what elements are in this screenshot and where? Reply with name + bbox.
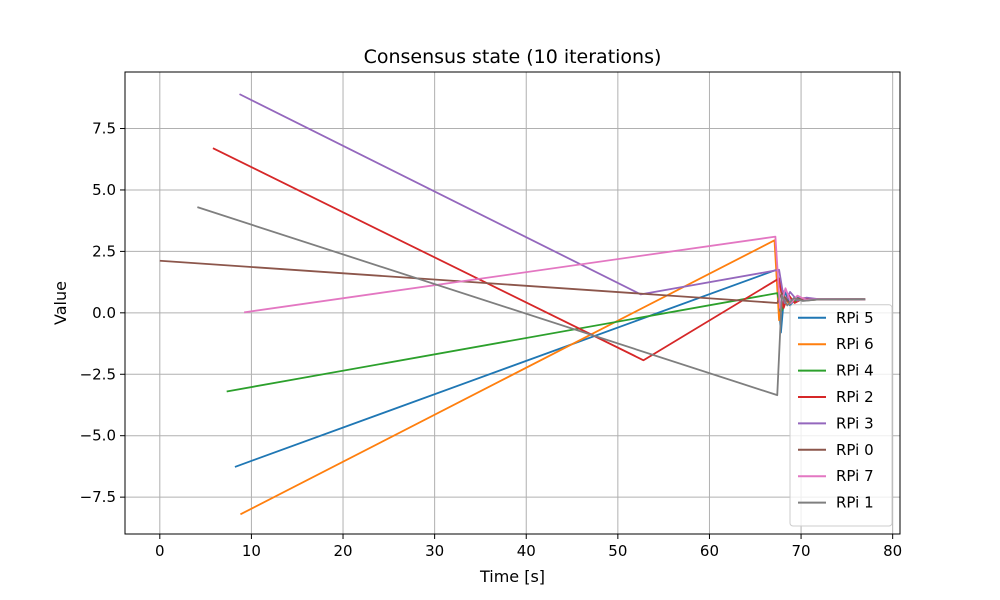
x-axis-title: Time [s] xyxy=(479,567,545,586)
legend-label: RPi 3 xyxy=(836,414,874,432)
series-line-rpi-2 xyxy=(212,147,866,362)
y-tick-label: −2.5 xyxy=(80,365,116,383)
legend-label: RPi 6 xyxy=(836,335,874,353)
axis-ticks: 0 10 20 30 40 50 60 70 80 −7.5 −5.0 −2.5 0.0 2.5 5.0 7.… xyxy=(80,120,903,560)
legend-label: RPi 5 xyxy=(836,309,874,327)
y-tick-label: 2.5 xyxy=(92,242,116,260)
series-line-rpi-4 xyxy=(226,292,866,393)
y-axis-title: Value xyxy=(51,281,70,325)
series-line-rpi-7 xyxy=(243,235,866,314)
x-tick-label: 10 xyxy=(242,542,261,560)
legend-box xyxy=(789,304,893,527)
x-tick-label: 60 xyxy=(700,542,719,560)
legend-label: RPi 7 xyxy=(836,467,874,485)
series-line-rpi-6 xyxy=(240,239,866,516)
grid xyxy=(125,72,900,534)
x-tick-label: 80 xyxy=(883,542,902,560)
series-line-rpi-1 xyxy=(197,206,866,397)
y-tick-label: −5.0 xyxy=(80,427,116,445)
legend-label: RPi 2 xyxy=(836,388,874,406)
x-tick-label: 0 xyxy=(155,542,165,560)
series-line-rpi-3 xyxy=(239,93,866,304)
legend-label: RPi 1 xyxy=(836,494,874,512)
x-tick-label: 70 xyxy=(792,542,811,560)
y-tick-label: 7.5 xyxy=(92,120,116,138)
legend-label: RPi 4 xyxy=(836,362,874,380)
legend: RPi 5 RPi 6 RPi 4 RPi 2 RPi 3 RPi 0 RPi 7 RPi 1 xyxy=(789,304,893,527)
y-tick-label: −7.5 xyxy=(80,488,116,506)
x-tick-label: 20 xyxy=(333,542,352,560)
legend-label: RPi 0 xyxy=(836,441,874,459)
plot-frame xyxy=(124,71,901,535)
x-tick-label: 40 xyxy=(517,542,536,560)
series-lines xyxy=(159,93,866,516)
x-tick-label: 30 xyxy=(425,542,444,560)
y-tick-label: 0.0 xyxy=(92,304,116,322)
y-tick-label: 5.0 xyxy=(92,181,116,199)
x-tick-label: 50 xyxy=(608,542,627,560)
chart-title: Consensus state (10 iterations) xyxy=(364,46,662,68)
